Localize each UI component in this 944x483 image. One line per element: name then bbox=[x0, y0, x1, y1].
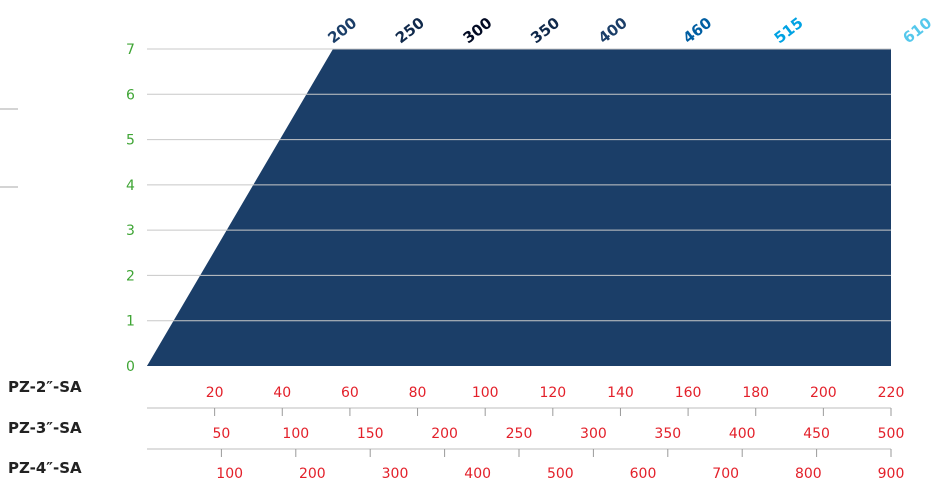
x-tick-label: 200 bbox=[810, 385, 837, 401]
series-area-200 bbox=[147, 49, 891, 366]
y-tick-label: 6 bbox=[126, 87, 135, 103]
x-tick-label: 300 bbox=[580, 426, 607, 442]
x-tick-label: 160 bbox=[675, 385, 702, 401]
y-tick-label: 7 bbox=[126, 42, 135, 58]
x-tick-label: 100 bbox=[472, 385, 499, 401]
x-axis-label-row-2: PZ-3″-SA bbox=[8, 419, 82, 437]
x-tick-label: 100 bbox=[282, 426, 309, 442]
x-tick-label: 900 bbox=[878, 466, 905, 482]
y-tick-label: 2 bbox=[126, 268, 135, 284]
x-tick-label: 250 bbox=[506, 426, 533, 442]
y-tick-label: 5 bbox=[126, 133, 135, 149]
y-tick-label: 1 bbox=[126, 314, 135, 330]
x-tick-label: 60 bbox=[341, 385, 359, 401]
x-tick-label: 140 bbox=[607, 385, 634, 401]
x-tick-label: 300 bbox=[382, 466, 409, 482]
x-tick-label: 400 bbox=[464, 466, 491, 482]
x-tick-label: 180 bbox=[742, 385, 769, 401]
x-tick-label: 450 bbox=[803, 426, 830, 442]
x-axes: PZ-2″-SA 20 40 60 80 100 120 140 160 180 200 220 PZ-… bbox=[8, 378, 904, 482]
y-axis-ticks: 0 1 2 3 4 5 6 7 bbox=[126, 42, 135, 375]
x-tick-label: 500 bbox=[547, 466, 574, 482]
x-tick-label: 350 bbox=[654, 426, 681, 442]
x-tick-label: 600 bbox=[630, 466, 657, 482]
series-label-350: 350 bbox=[527, 14, 563, 47]
series-label-400: 400 bbox=[595, 14, 631, 47]
x-tick-label: 800 bbox=[795, 466, 822, 482]
x-tick-label: 20 bbox=[206, 385, 224, 401]
series-areas bbox=[147, 49, 891, 366]
series-label-610: 610 bbox=[899, 14, 935, 47]
x-tick-label: 400 bbox=[729, 426, 756, 442]
y-tick-label: 0 bbox=[126, 359, 135, 375]
x-tick-label: 40 bbox=[273, 385, 291, 401]
x-tick-label: 200 bbox=[431, 426, 458, 442]
y-tick-label: 4 bbox=[126, 178, 135, 194]
x-tick-label: 700 bbox=[712, 466, 739, 482]
x-axis-label-row-3: PZ-4″-SA bbox=[8, 459, 82, 477]
x-tick-label: 220 bbox=[878, 385, 905, 401]
series-label-300: 300 bbox=[460, 14, 496, 47]
y-tick-label: 3 bbox=[126, 223, 135, 239]
gridlines bbox=[147, 48, 891, 322]
series-label-460: 460 bbox=[679, 14, 715, 47]
x-tick-label: 120 bbox=[539, 385, 566, 401]
x-tick-label: 200 bbox=[299, 466, 326, 482]
series-labels: 200 250 300 350 400 460 515 610 bbox=[324, 14, 935, 47]
series-label-515: 515 bbox=[771, 14, 807, 47]
x-tick-label: 50 bbox=[212, 426, 230, 442]
series-label-250: 250 bbox=[392, 14, 428, 47]
x-axis-label-row-1: PZ-2″-SA bbox=[8, 378, 82, 396]
x-tick-label: 500 bbox=[878, 426, 905, 442]
x-tick-label: 150 bbox=[357, 426, 384, 442]
series-label-200: 200 bbox=[324, 14, 360, 47]
x-tick-label: 80 bbox=[409, 385, 427, 401]
x-tick-label: 100 bbox=[216, 466, 243, 482]
